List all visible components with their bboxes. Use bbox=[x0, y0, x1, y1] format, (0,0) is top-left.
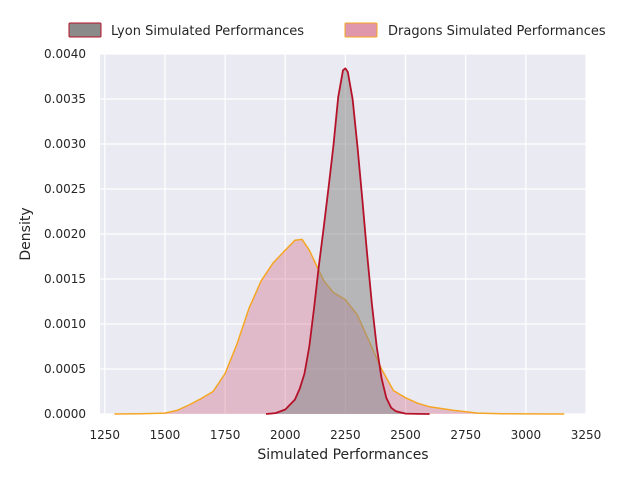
legend-label-dragons: Dragons Simulated Performances bbox=[388, 24, 606, 39]
legend: Lyon Simulated Performances Dragons Simu… bbox=[68, 22, 606, 39]
x-tick-label: 3000 bbox=[511, 428, 542, 442]
y-tick-label: 0.0000 bbox=[44, 407, 86, 421]
x-tick-label: 2250 bbox=[330, 428, 361, 442]
y-axis-ticks: 0.0000 0.0005 0.0010 0.0015 0.0020 0.0025 0.00… bbox=[44, 47, 86, 421]
x-tick-label: 2000 bbox=[270, 428, 301, 442]
x-tick-label: 1750 bbox=[210, 428, 241, 442]
x-axis-ticks: 1250 1500 1750 2000 2250 2500 2750 3000 3250 bbox=[90, 428, 602, 442]
y-tick-label: 0.0030 bbox=[44, 137, 86, 151]
x-tick-label: 3250 bbox=[571, 428, 602, 442]
legend-swatch-dragons bbox=[344, 22, 378, 38]
y-axis-label: Density bbox=[18, 207, 34, 260]
x-tick-label: 1500 bbox=[150, 428, 181, 442]
legend-swatch-lyon bbox=[68, 22, 102, 38]
density-line-0 bbox=[265, 67, 430, 415]
x-tick-label: 2750 bbox=[450, 428, 481, 442]
x-tick-label: 2500 bbox=[390, 428, 421, 442]
y-tick-label: 0.0020 bbox=[44, 227, 86, 241]
series-layer bbox=[114, 67, 565, 415]
y-tick-label: 0.0040 bbox=[44, 47, 86, 61]
legend-label-lyon: Lyon Simulated Performances bbox=[111, 24, 304, 39]
density-line-1 bbox=[114, 238, 565, 415]
y-tick-label: 0.0005 bbox=[44, 362, 86, 376]
y-tick-label: 0.0035 bbox=[44, 92, 86, 106]
y-tick-label: 0.0025 bbox=[44, 182, 86, 196]
density-area-0 bbox=[266, 68, 430, 415]
x-axis-label: Simulated Performances bbox=[257, 447, 428, 463]
y-tick-label: 0.0015 bbox=[44, 272, 86, 286]
x-tick-label: 1250 bbox=[90, 428, 121, 442]
y-tick-label: 0.0010 bbox=[44, 317, 86, 331]
